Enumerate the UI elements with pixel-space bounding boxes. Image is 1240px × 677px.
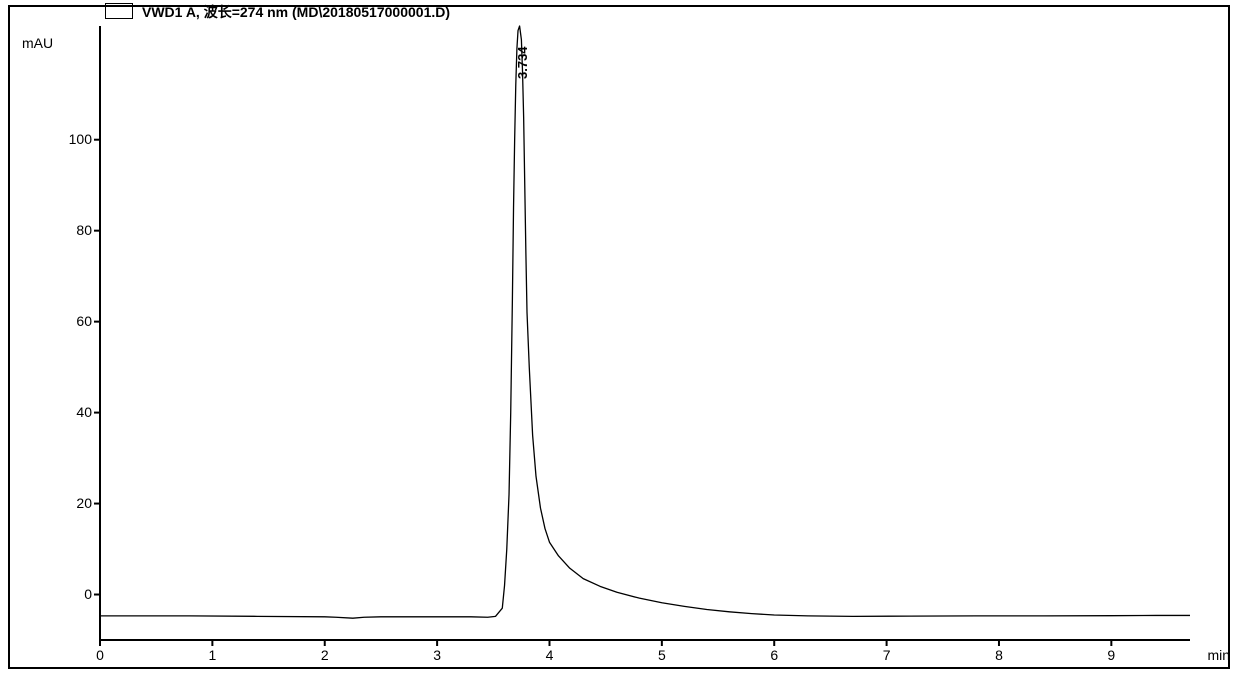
y-tick-label: 40 (60, 404, 92, 420)
y-tick-label: 100 (60, 131, 92, 147)
x-tick-label: 0 (96, 647, 104, 663)
x-tick-label: 1 (208, 647, 216, 663)
y-tick-label: 0 (60, 586, 92, 602)
x-tick-label: 3 (433, 647, 441, 663)
y-tick-label: 60 (60, 313, 92, 329)
chromatogram-plot (0, 0, 1240, 677)
x-tick-label: 9 (1107, 647, 1115, 663)
x-tick-label: 4 (546, 647, 554, 663)
peak-retention-time-label: 3.734 (515, 46, 530, 79)
y-tick-label: 80 (60, 222, 92, 238)
x-tick-label: 7 (883, 647, 891, 663)
x-tick-label: 5 (658, 647, 666, 663)
y-tick-label: 20 (60, 495, 92, 511)
x-tick-label: 8 (995, 647, 1003, 663)
x-tick-label: 2 (321, 647, 329, 663)
x-tick-label: 6 (770, 647, 778, 663)
